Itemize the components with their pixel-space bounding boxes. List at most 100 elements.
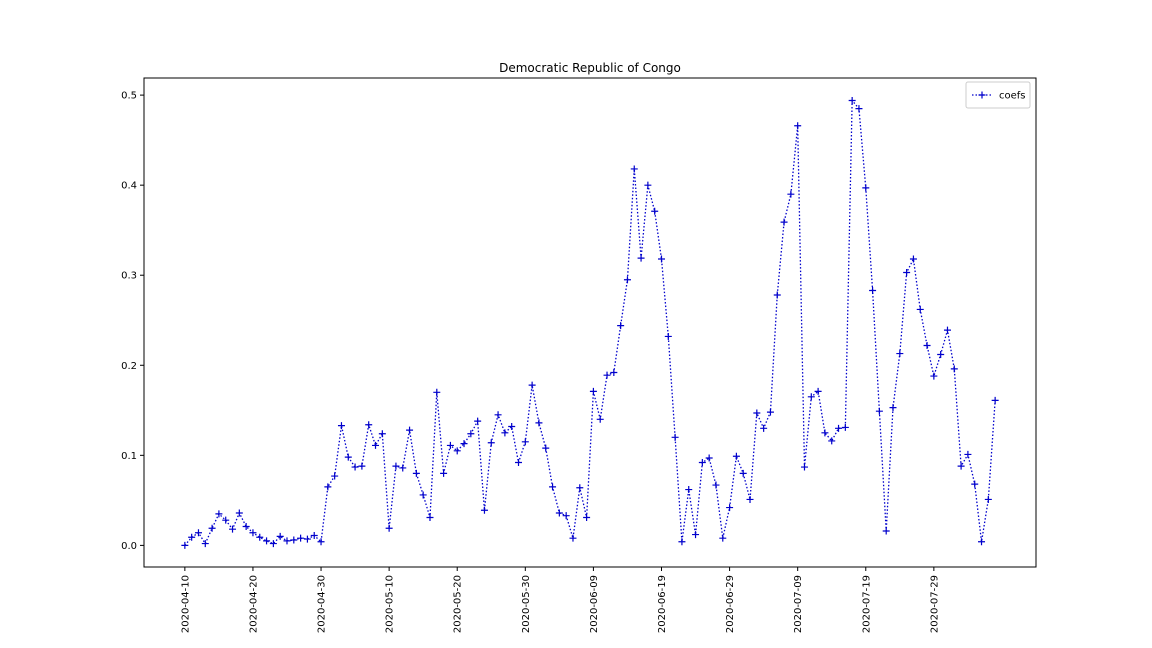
data-point xyxy=(950,365,958,373)
data-point xyxy=(869,287,877,295)
data-point xyxy=(331,472,339,480)
data-point xyxy=(719,534,727,542)
data-point xyxy=(794,122,802,130)
data-point xyxy=(889,404,897,412)
y-tick-label: 0.0 xyxy=(121,541,137,552)
x-tick-label: 2020-07-19 xyxy=(861,575,872,633)
x-tick-label: 2020-05-30 xyxy=(521,575,532,633)
y-tick-label: 0.3 xyxy=(121,271,137,282)
data-point xyxy=(351,463,359,471)
data-point xyxy=(494,411,502,419)
data-point xyxy=(828,437,836,445)
data-point xyxy=(222,516,230,524)
data-point xyxy=(896,350,904,358)
data-point xyxy=(685,486,693,494)
data-point xyxy=(535,419,543,427)
data-point xyxy=(903,269,911,277)
data-point xyxy=(358,462,366,470)
x-tick-label: 2020-06-19 xyxy=(657,575,668,633)
data-point xyxy=(698,459,706,467)
data-point xyxy=(412,469,420,477)
legend-box xyxy=(965,81,1031,109)
data-point xyxy=(875,407,883,415)
data-point xyxy=(487,439,495,447)
data-point xyxy=(324,483,332,491)
data-point xyxy=(365,421,373,429)
data-point xyxy=(385,524,393,532)
data-point xyxy=(508,423,516,431)
data-point xyxy=(229,525,237,533)
data-point xyxy=(746,495,754,503)
data-point xyxy=(249,529,257,537)
data-point xyxy=(242,522,250,530)
data-point xyxy=(562,512,570,520)
x-tick-label: 2020-06-09 xyxy=(589,575,600,633)
data-point xyxy=(208,524,216,532)
data-point xyxy=(923,341,931,349)
y-tick-label: 0.2 xyxy=(121,361,137,372)
data-line xyxy=(184,98,996,546)
data-point xyxy=(712,481,720,489)
data-point xyxy=(787,190,795,198)
data-point xyxy=(542,444,550,452)
data-point xyxy=(317,538,325,546)
data-point xyxy=(937,350,945,358)
data-point xyxy=(235,509,243,517)
data-point xyxy=(440,469,448,477)
data-point xyxy=(569,534,577,542)
data-point xyxy=(855,105,863,113)
data-point xyxy=(372,441,380,449)
data-point xyxy=(678,538,686,546)
data-point xyxy=(623,276,631,284)
x-tick-label: 2020-04-10 xyxy=(180,575,191,633)
data-point xyxy=(603,371,611,379)
data-point xyxy=(971,480,979,488)
data-point xyxy=(528,381,536,389)
data-point xyxy=(739,469,747,477)
data-point xyxy=(555,509,563,517)
data-point xyxy=(181,541,189,549)
legend-marker xyxy=(978,91,986,99)
data-point xyxy=(732,452,740,460)
data-point xyxy=(583,513,591,521)
data-point xyxy=(862,184,870,192)
data-point xyxy=(991,396,999,404)
data-point xyxy=(651,207,659,215)
data-point xyxy=(446,441,454,449)
data-point xyxy=(821,429,829,437)
y-tick-label: 0.1 xyxy=(121,451,137,462)
data-point xyxy=(337,422,345,430)
data-point xyxy=(909,255,917,263)
data-point xyxy=(188,533,196,541)
data-point xyxy=(610,368,618,376)
data-point xyxy=(753,409,761,417)
data-point xyxy=(657,255,665,263)
data-point xyxy=(303,535,311,543)
legend-label: coefs xyxy=(999,91,1026,102)
data-point xyxy=(426,513,434,521)
data-point xyxy=(644,181,652,189)
x-tick-label: 2020-06-29 xyxy=(725,575,736,633)
data-point xyxy=(549,483,557,491)
data-point xyxy=(841,423,849,431)
data-point xyxy=(705,454,713,462)
data-point xyxy=(467,430,475,438)
data-point xyxy=(392,462,400,470)
data-point xyxy=(617,322,625,330)
data-point xyxy=(773,291,781,299)
data-point xyxy=(576,484,584,492)
x-tick-label: 2020-04-30 xyxy=(317,575,328,633)
data-point xyxy=(978,538,986,546)
data-point xyxy=(664,332,672,340)
data-point xyxy=(269,540,277,548)
data-point xyxy=(943,326,951,334)
data-point xyxy=(630,165,638,173)
data-point xyxy=(290,536,298,544)
data-point xyxy=(433,388,441,396)
x-tick-label: 2020-05-20 xyxy=(453,575,464,633)
data-point xyxy=(984,495,992,503)
data-point xyxy=(760,424,768,432)
data-point xyxy=(194,529,202,537)
data-point xyxy=(521,438,529,446)
